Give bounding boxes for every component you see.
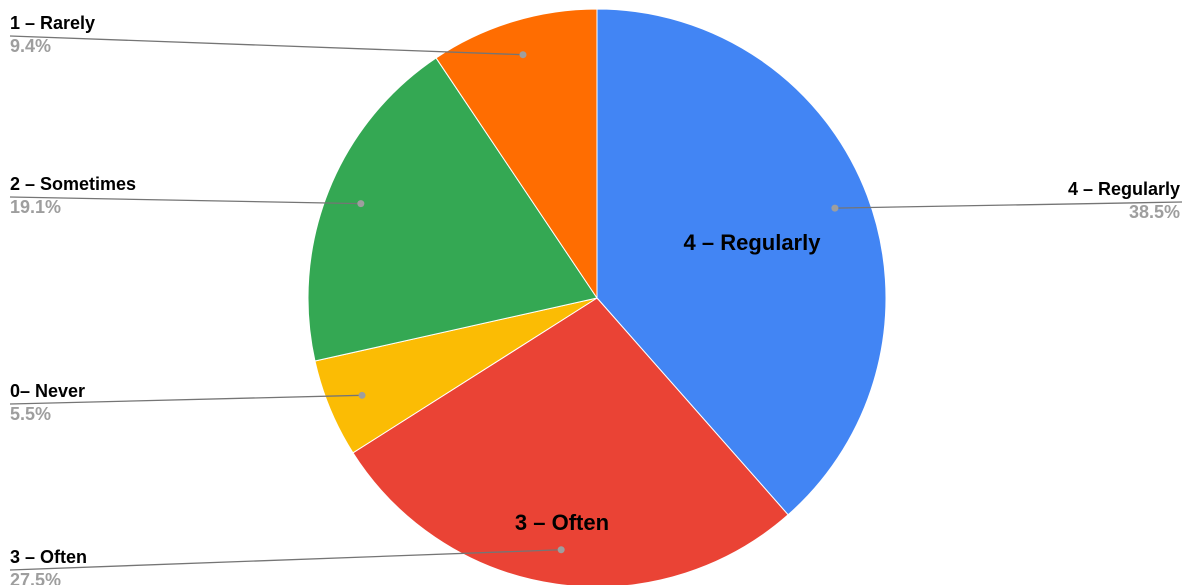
external-label-3-often: 3 – Often: [10, 547, 87, 567]
leader-line-1-rarely: [9, 35, 524, 56]
percent-label-3-often: 27.5%: [10, 570, 61, 585]
leader-line-0-never: [9, 394, 363, 405]
leader-dot-3-often: [557, 546, 565, 554]
leader-lines: [9, 35, 1183, 571]
leader-dot-0-never: [358, 391, 366, 399]
percent-label-2-sometimes: 19.1%: [10, 197, 61, 217]
leader-line-2-sometimes: [9, 196, 361, 205]
leader-dot-1-rarely: [519, 51, 527, 59]
percent-label-4-regularly: 38.5%: [1129, 202, 1180, 222]
percent-label-1-rarely: 9.4%: [10, 36, 51, 56]
slice-labels: 4 – Regularly 38.5% 4 – Regularly 3 – Often…: [10, 13, 1180, 585]
external-label-0-never: 0– Never: [10, 381, 85, 401]
pie-slice-2-sometimes: [307, 57, 598, 362]
leader-dot-2-sometimes: [357, 200, 365, 208]
external-label-4-regularly: 4 – Regularly: [1068, 179, 1180, 199]
leader-dot-4-regularly: [831, 204, 839, 212]
leader-line-3-often: [9, 549, 562, 571]
percent-label-0-never: 5.5%: [10, 404, 51, 424]
pie-slices: [307, 8, 887, 585]
inside-label-3-often: 3 – Often: [515, 510, 609, 535]
pie-slice-4-regularly: [596, 8, 887, 516]
leader-line-4-regularly: [834, 201, 1183, 209]
pie-slice-3-often: [352, 297, 789, 585]
inside-label-4-regularly: 4 – Regularly: [684, 230, 822, 255]
external-label-1-rarely: 1 – Rarely: [10, 13, 95, 33]
external-label-2-sometimes: 2 – Sometimes: [10, 174, 136, 194]
